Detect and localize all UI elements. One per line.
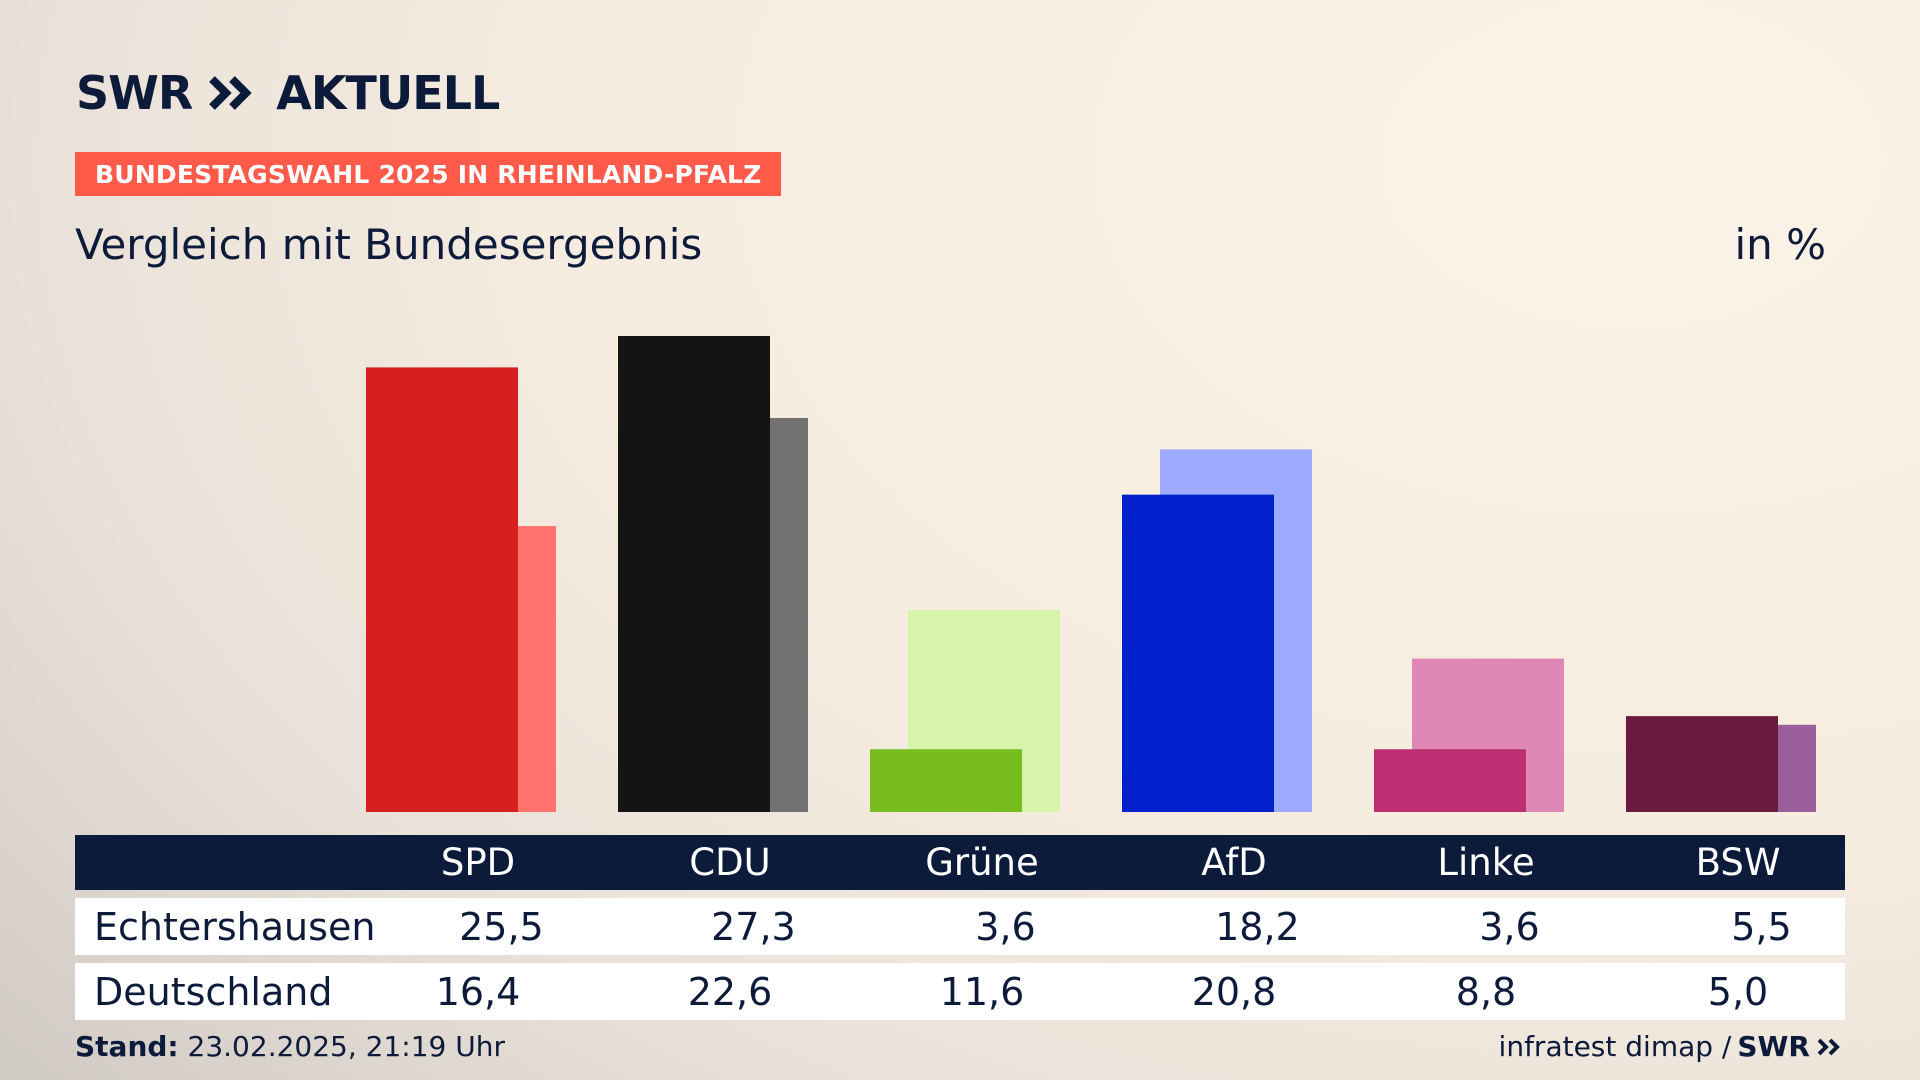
stand-label: Stand: bbox=[75, 1030, 179, 1063]
bar-echtershausen-bsw bbox=[1626, 716, 1778, 812]
logo-sub: AKTUELL bbox=[276, 66, 500, 120]
value-cell: 3,6 bbox=[975, 904, 1036, 949]
bar-echtershausen-spd bbox=[366, 367, 518, 812]
party-header-linke: Linke bbox=[1437, 841, 1535, 884]
value-cell: 27,3 bbox=[711, 904, 796, 949]
swr-aktuell-logo: SWR AKTUELL bbox=[76, 66, 500, 120]
election-badge: BUNDESTAGSWAHL 2025 IN RHEINLAND-PFALZ bbox=[75, 152, 782, 196]
stand-value: 23.02.2025, 21:19 Uhr bbox=[187, 1030, 505, 1063]
row-label: Echtershausen bbox=[94, 904, 376, 949]
row-label: Deutschland bbox=[94, 969, 333, 1014]
unit-label: in % bbox=[1734, 220, 1826, 269]
logo-brand: SWR bbox=[76, 66, 193, 120]
value-cell: 11,6 bbox=[939, 969, 1025, 1014]
party-header-cdu: CDU bbox=[689, 841, 771, 884]
chart-subtitle: Vergleich mit Bundesergebnis bbox=[75, 220, 703, 269]
double-chevron-icon bbox=[209, 76, 252, 110]
value-cell: 22,6 bbox=[687, 969, 773, 1014]
timestamp: Stand: 23.02.2025, 21:19 Uhr bbox=[75, 1030, 505, 1063]
double-chevron-icon bbox=[1817, 1038, 1840, 1055]
value-cell: 8,8 bbox=[1455, 969, 1517, 1014]
bar-echtershausen-cdu bbox=[618, 336, 770, 812]
bar-echtershausen-grüne bbox=[870, 749, 1022, 812]
table-header: SPD CDU Grüne AfD Linke BSW bbox=[75, 835, 1845, 890]
results-table: SPD CDU Grüne AfD Linke BSW Echtershause… bbox=[75, 835, 1845, 1020]
value-cell: 18,2 bbox=[1215, 904, 1300, 949]
value-cell: 3,6 bbox=[1479, 904, 1540, 949]
source-credit: infratest dimap / SWR bbox=[1499, 1030, 1844, 1063]
bar-echtershausen-linke bbox=[1374, 749, 1526, 812]
table-row: Deutschland 16,4 22,6 11,6 20,8 8,8 5,0 bbox=[75, 963, 1845, 1020]
party-header-spd: SPD bbox=[440, 841, 516, 884]
party-header-bsw: BSW bbox=[1695, 841, 1781, 884]
value-cell: 20,8 bbox=[1191, 969, 1277, 1014]
table-header-corner bbox=[75, 835, 352, 890]
table-row: Echtershausen 25,5 27,3 3,6 18,2 3,6 5,5 bbox=[75, 898, 1845, 955]
source-text: infratest dimap / bbox=[1498, 1030, 1732, 1063]
value-cell: 25,5 bbox=[459, 904, 544, 949]
party-header-gruene: Grüne bbox=[925, 841, 1039, 884]
party-header-afd: AfD bbox=[1201, 841, 1267, 884]
value-cell: 5,5 bbox=[1731, 904, 1792, 949]
value-cell: 5,0 bbox=[1707, 969, 1769, 1014]
value-cell: 16,4 bbox=[435, 969, 521, 1014]
bar-echtershausen-afd bbox=[1122, 494, 1274, 812]
source-brand: SWR bbox=[1737, 1030, 1810, 1063]
